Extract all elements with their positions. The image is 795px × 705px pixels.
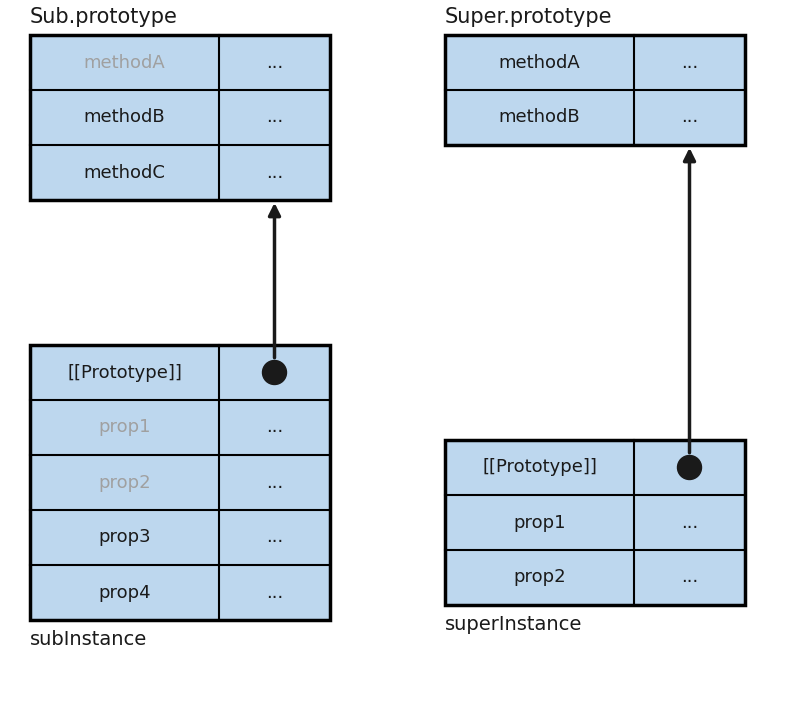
- Text: methodA: methodA: [83, 54, 165, 71]
- Text: ...: ...: [681, 109, 698, 126]
- Text: Super.prototype: Super.prototype: [445, 7, 612, 27]
- Text: prop2: prop2: [99, 474, 151, 491]
- Text: prop3: prop3: [99, 529, 151, 546]
- Text: superInstance: superInstance: [445, 615, 583, 634]
- Text: methodB: methodB: [498, 109, 580, 126]
- Text: prop2: prop2: [514, 568, 566, 587]
- Text: [[Prototype]]: [[Prototype]]: [67, 364, 182, 381]
- Text: prop4: prop4: [99, 584, 151, 601]
- Text: methodB: methodB: [83, 109, 165, 126]
- Bar: [30, 345, 330, 620]
- Text: ...: ...: [266, 584, 283, 601]
- Text: ...: ...: [681, 568, 698, 587]
- Bar: [445, 440, 745, 605]
- Text: ...: ...: [266, 164, 283, 181]
- Text: ...: ...: [266, 54, 283, 71]
- Text: Sub.prototype: Sub.prototype: [30, 7, 178, 27]
- Text: subInstance: subInstance: [30, 630, 147, 649]
- Text: prop1: prop1: [99, 419, 151, 436]
- Bar: [445, 35, 745, 145]
- Text: ...: ...: [681, 513, 698, 532]
- Text: methodC: methodC: [83, 164, 165, 181]
- Circle shape: [262, 360, 286, 384]
- Text: ...: ...: [266, 109, 283, 126]
- Circle shape: [677, 455, 701, 479]
- Text: ...: ...: [266, 474, 283, 491]
- Text: ...: ...: [266, 419, 283, 436]
- Text: methodA: methodA: [498, 54, 580, 71]
- Text: prop1: prop1: [514, 513, 566, 532]
- Text: [[Prototype]]: [[Prototype]]: [482, 458, 597, 477]
- Text: ...: ...: [266, 529, 283, 546]
- Text: ...: ...: [681, 54, 698, 71]
- Bar: [30, 35, 330, 200]
